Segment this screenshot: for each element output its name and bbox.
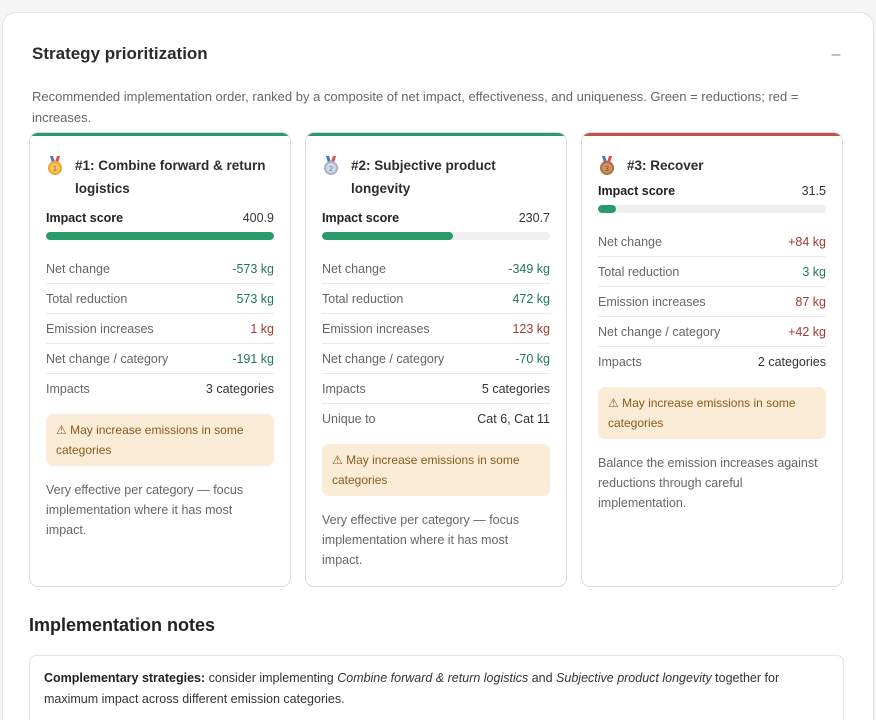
metric-row: Emission increases 123 kg — [322, 314, 550, 344]
metrics-list: Net change +84 kg Total reduction 3 kg Emi… — [598, 227, 826, 377]
metric-label: Emission increases — [46, 321, 154, 336]
strategy-a-name: Combine forward & return logistics — [337, 671, 529, 685]
metric-row: Impacts 3 categories — [46, 374, 274, 404]
metric-row: Net change / category +42 kg — [598, 317, 826, 347]
metric-value: -573 kg — [232, 261, 274, 276]
metric-label: Net change — [598, 234, 662, 249]
notes-text: consider implementing — [205, 671, 338, 685]
metric-value: 123 kg — [512, 321, 550, 336]
metric-value: 3 kg — [802, 264, 826, 279]
metric-label: Net change / category — [322, 351, 445, 366]
card-accent-bar — [306, 133, 566, 136]
card-accent-bar — [30, 133, 290, 136]
impact-score-label: Impact score — [322, 211, 400, 225]
metric-label: Total reduction — [598, 264, 680, 279]
metric-label: Emission increases — [598, 294, 706, 309]
panel-description: Recommended implementation order, ranked… — [32, 89, 799, 125]
metric-value: 87 kg — [795, 294, 826, 309]
metric-label: Unique to — [322, 412, 376, 426]
metric-label: Total reduction — [46, 291, 128, 306]
card-note: Balance the emission increases against r… — [598, 456, 818, 510]
metric-label: Total reduction — [322, 291, 404, 306]
metric-value: 1 kg — [250, 321, 274, 336]
metric-row: Impacts 5 categories — [322, 374, 550, 404]
metrics-list: Net change -573 kg Total reduction 573 kg … — [46, 254, 274, 404]
impact-score-label: Impact score — [46, 211, 124, 225]
impact-score-label: Impact score — [598, 184, 676, 198]
strategy-card-1: 1 #1: Combine forward & return logistics… — [29, 132, 291, 587]
implementation-notes-title: Implementation notes — [29, 615, 216, 635]
metric-row: Total reduction 3 kg — [598, 257, 826, 287]
metric-row: Net change / category -191 kg — [46, 344, 274, 374]
card-title: #1: Combine forward & return logistics — [75, 158, 266, 196]
metric-label: Impacts — [46, 382, 90, 396]
metric-value: 2 categories — [757, 355, 826, 369]
silver-medal-icon: 2 — [322, 156, 340, 176]
svg-text:1: 1 — [53, 165, 57, 173]
metric-row: Net change -349 kg — [322, 254, 550, 284]
metric-value: 3 categories — [205, 382, 274, 396]
gold-medal-icon: 1 — [46, 156, 64, 176]
card-title: #2: Subjective product longevity — [351, 158, 496, 196]
impact-score-bar-fill — [322, 232, 454, 240]
card-note: Very effective per category — focus impl… — [46, 483, 244, 537]
card-title: #3: Recover — [627, 158, 704, 173]
metric-label: Net change / category — [46, 351, 169, 366]
panel-title: Strategy prioritization — [32, 44, 208, 63]
impact-score-value: 400.9 — [242, 211, 274, 225]
metric-row: Net change -573 kg — [46, 254, 274, 284]
metric-value: +84 kg — [788, 234, 826, 249]
metric-value: 472 kg — [512, 291, 550, 306]
metric-value: -349 kg — [508, 261, 550, 276]
metric-row: Emission increases 87 kg — [598, 287, 826, 317]
metric-value: Cat 6, Cat 11 — [477, 412, 550, 426]
metric-value: 5 categories — [481, 381, 550, 396]
metric-label: Net change — [46, 261, 110, 276]
svg-text:3: 3 — [605, 165, 609, 173]
metric-row: Total reduction 573 kg — [46, 284, 274, 314]
impact-score-value: 31.5 — [801, 184, 826, 198]
metric-value: 573 kg — [236, 291, 274, 306]
collapse-button[interactable]: – — [831, 46, 841, 63]
card-accent-bar — [582, 133, 842, 136]
warning-badge: ⚠ May increase emissions in some categor… — [322, 444, 550, 496]
metric-row: Net change +84 kg — [598, 227, 826, 257]
svg-text:2: 2 — [329, 165, 333, 173]
strategy-card-2: 2 #2: Subjective product longevity Impac… — [305, 132, 567, 587]
impact-score-bar-fill — [46, 232, 274, 240]
implementation-notes-box: Complementary strategies: consider imple… — [29, 655, 844, 720]
impact-score-bar — [322, 232, 550, 240]
metric-row: Total reduction 472 kg — [322, 284, 550, 314]
impact-score-bar — [598, 205, 826, 213]
metric-value: +42 kg — [788, 324, 826, 339]
metric-label: Impacts — [322, 381, 366, 396]
metric-row: Emission increases 1 kg — [46, 314, 274, 344]
metric-label: Net change — [322, 261, 386, 276]
card-note: Very effective per category — focus impl… — [322, 513, 520, 567]
strategy-card-3: 3 #3: Recover Impact score 31.5 Net chan… — [581, 132, 843, 587]
bronze-medal-icon: 3 — [598, 156, 616, 176]
notes-text: together for maximum impact across diffe… — [44, 671, 780, 706]
warning-badge: ⚠ May increase emissions in some categor… — [46, 414, 274, 466]
impact-score-value: 230.7 — [518, 211, 550, 225]
warning-badge: ⚠ May increase emissions in some categor… — [598, 387, 826, 439]
metric-row: Net change / category -70 kg — [322, 344, 550, 374]
notes-lead: Complementary strategies: — [44, 671, 206, 685]
metric-label: Net change / category — [598, 324, 721, 339]
strategy-b-name: Subjective product longevity — [556, 671, 712, 685]
impact-score-bar — [46, 232, 274, 240]
metric-row: Unique to Cat 6, Cat 11 — [322, 404, 550, 434]
metric-label: Impacts — [598, 355, 642, 369]
notes-text: and — [528, 671, 557, 685]
metric-row: Impacts 2 categories — [598, 347, 826, 377]
impact-score-bar-fill — [598, 205, 616, 213]
metrics-list: Net change -349 kg Total reduction 472 kg … — [322, 254, 550, 434]
metric-value: -191 kg — [232, 351, 274, 366]
metric-label: Emission increases — [322, 321, 430, 336]
metric-value: -70 kg — [515, 351, 550, 366]
